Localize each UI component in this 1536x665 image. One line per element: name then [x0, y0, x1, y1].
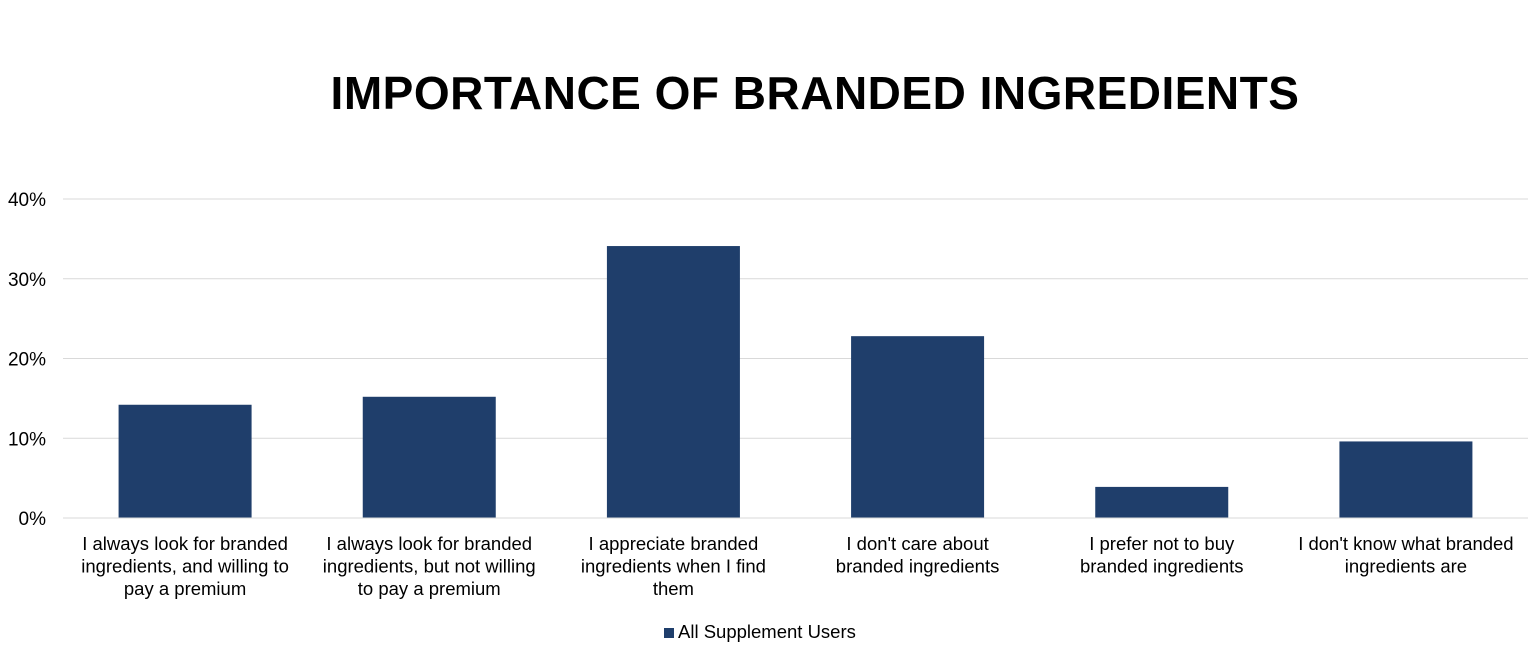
gridlines [63, 198, 1528, 439]
y-tick-label: 20% [8, 350, 46, 371]
bar [606, 246, 740, 519]
bar [1095, 486, 1229, 518]
x-tick-label: I always look for branded ingredients, an… [81, 533, 289, 599]
chart-title: IMPORTANCE OF BRANDED INGREDIENTS [330, 67, 1300, 119]
bar [1339, 441, 1473, 518]
category-labels: I always look for branded ingredients, an… [81, 533, 1513, 599]
x-tick-label: I always look for branded ingredients, bu… [323, 533, 536, 599]
y-tick-label: 10% [8, 429, 46, 450]
legend-label: All Supplement Users [678, 621, 856, 642]
x-tick-label: I prefer not to buy branded ingredients [1080, 533, 1244, 577]
legend-swatch [664, 628, 674, 638]
bar [118, 404, 252, 518]
x-tick-label: I appreciate branded ingredients when I f… [581, 533, 766, 599]
y-tick-label: 0% [19, 509, 47, 530]
bar [851, 336, 985, 518]
y-axis: 0% 10% 20% 30% 40% [8, 190, 46, 530]
legend: All Supplement Users [664, 621, 856, 642]
x-tick-label: I don't know what branded ingredients are [1298, 533, 1513, 577]
x-tick-label: I don't care about branded ingredients [836, 533, 1000, 577]
y-tick-label: 30% [8, 270, 46, 291]
y-tick-label: 40% [8, 190, 46, 211]
bars [118, 246, 1473, 519]
bar [362, 396, 496, 518]
